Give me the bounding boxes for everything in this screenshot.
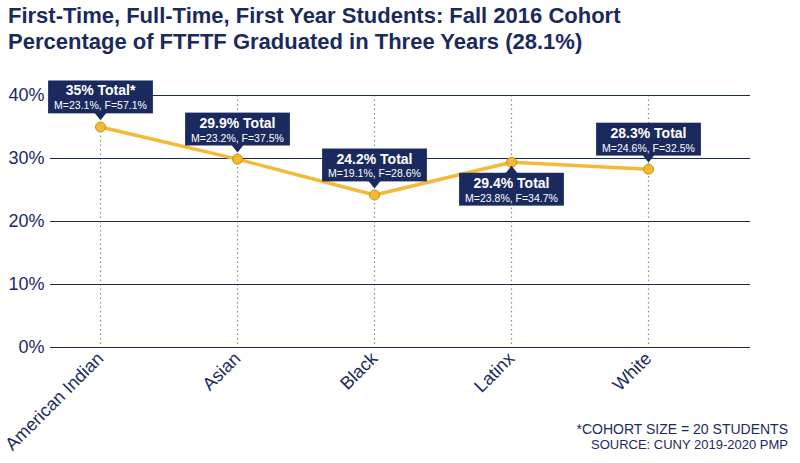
svg-text:30%: 30% — [8, 148, 44, 168]
svg-text:White: White — [609, 348, 656, 395]
svg-text:Black: Black — [336, 348, 382, 394]
svg-text:10%: 10% — [8, 274, 44, 294]
svg-text:M=24.6%, F=32.5%: M=24.6%, F=32.5% — [602, 142, 695, 154]
svg-text:0%: 0% — [18, 337, 44, 357]
svg-text:35% Total*: 35% Total* — [66, 82, 136, 98]
svg-text:Asian: Asian — [198, 348, 244, 394]
svg-text:American Indian: American Indian — [1, 348, 107, 454]
svg-text:Latinx: Latinx — [470, 348, 518, 396]
svg-text:M=23.1%, F=57.1%: M=23.1%, F=57.1% — [54, 99, 147, 111]
svg-text:29.9% Total: 29.9% Total — [200, 115, 276, 131]
svg-text:20%: 20% — [8, 211, 44, 231]
svg-text:24.2% Total: 24.2% Total — [337, 151, 413, 167]
svg-text:28.3% Total: 28.3% Total — [611, 125, 687, 141]
svg-text:M=23.2%, F=37.5%: M=23.2%, F=37.5% — [191, 131, 284, 143]
svg-text:M=19.1%, F=28.6%: M=19.1%, F=28.6% — [328, 167, 421, 179]
svg-text:40%: 40% — [8, 85, 44, 105]
html-text:SOURCE: CUNY 2019-2020 PMP: SOURCE: CUNY 2019-2020 PMP — [591, 437, 788, 452]
html-text:Percentage of FTFTF Graduated: Percentage of FTFTF Graduated in Three Y… — [8, 29, 583, 54]
svg-text:M=23.8%, F=34.7%: M=23.8%, F=34.7% — [465, 192, 558, 204]
html-text:First-Time, Full-Time, First Y: First-Time, Full-Time, First Year Studen… — [8, 3, 621, 28]
html-text:*COHORT SIZE = 20 STUDENTS: *COHORT SIZE = 20 STUDENTS — [576, 421, 788, 437]
svg-text:29.4% Total: 29.4% Total — [474, 175, 550, 191]
